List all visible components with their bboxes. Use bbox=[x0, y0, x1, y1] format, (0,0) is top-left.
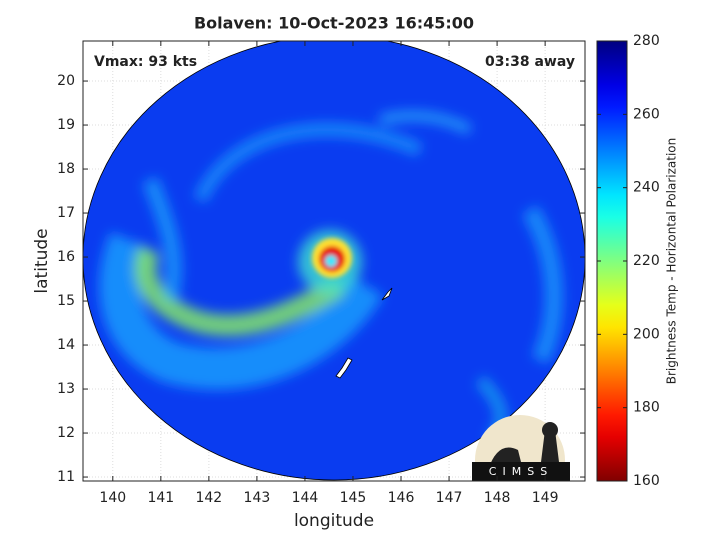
y-axis-label: latitude bbox=[32, 228, 52, 293]
y-tick-label: 20 bbox=[57, 73, 75, 89]
colorbar-label: Brightness Temp - Horizontal Polarizatio… bbox=[665, 138, 679, 385]
y-tick-label: 18 bbox=[57, 161, 75, 177]
y-tick-label: 13 bbox=[57, 381, 75, 397]
x-tick-label: 143 bbox=[244, 490, 271, 506]
colorbar bbox=[596, 40, 628, 482]
colorbar-tick-label: 180 bbox=[633, 400, 660, 416]
x-tick-label: 145 bbox=[340, 490, 367, 506]
y-tick-label: 15 bbox=[57, 293, 75, 309]
y-tick-label: 16 bbox=[57, 249, 75, 265]
x-tick-label: 148 bbox=[484, 490, 511, 506]
colorbar-tick-label: 240 bbox=[633, 180, 660, 196]
satellite-image: CIMSS bbox=[83, 41, 585, 481]
y-tick-label: 19 bbox=[57, 117, 75, 133]
axes-frame bbox=[82, 40, 586, 482]
annotation: Vmax: 93 kts bbox=[94, 54, 197, 70]
logo-text: CIMSS bbox=[489, 465, 553, 478]
x-tick-label: 147 bbox=[436, 490, 463, 506]
y-tick-label: 14 bbox=[57, 337, 75, 353]
x-axis-label: longitude bbox=[294, 511, 374, 531]
x-tick-label: 146 bbox=[388, 490, 415, 506]
y-tick-label: 11 bbox=[57, 469, 75, 485]
y-tick-label: 17 bbox=[57, 205, 75, 221]
x-tick-label: 141 bbox=[147, 490, 174, 506]
x-tick-label: 149 bbox=[532, 490, 559, 506]
colorbar-tick-label: 260 bbox=[633, 106, 660, 122]
x-tick-label: 144 bbox=[292, 490, 319, 506]
colorbar-tick-label: 220 bbox=[633, 253, 660, 269]
colorbar-tick-label: 280 bbox=[633, 33, 660, 49]
colorbar-tick-label: 160 bbox=[633, 473, 660, 489]
x-tick-label: 142 bbox=[195, 490, 222, 506]
x-tick-label: 140 bbox=[99, 490, 126, 506]
colorbar-tick-label: 200 bbox=[633, 326, 660, 342]
y-tick-label: 12 bbox=[57, 425, 75, 441]
chart-title: Bolaven: 10-Oct-2023 16:45:00 bbox=[194, 14, 474, 33]
annotation: 03:38 away bbox=[485, 54, 575, 70]
